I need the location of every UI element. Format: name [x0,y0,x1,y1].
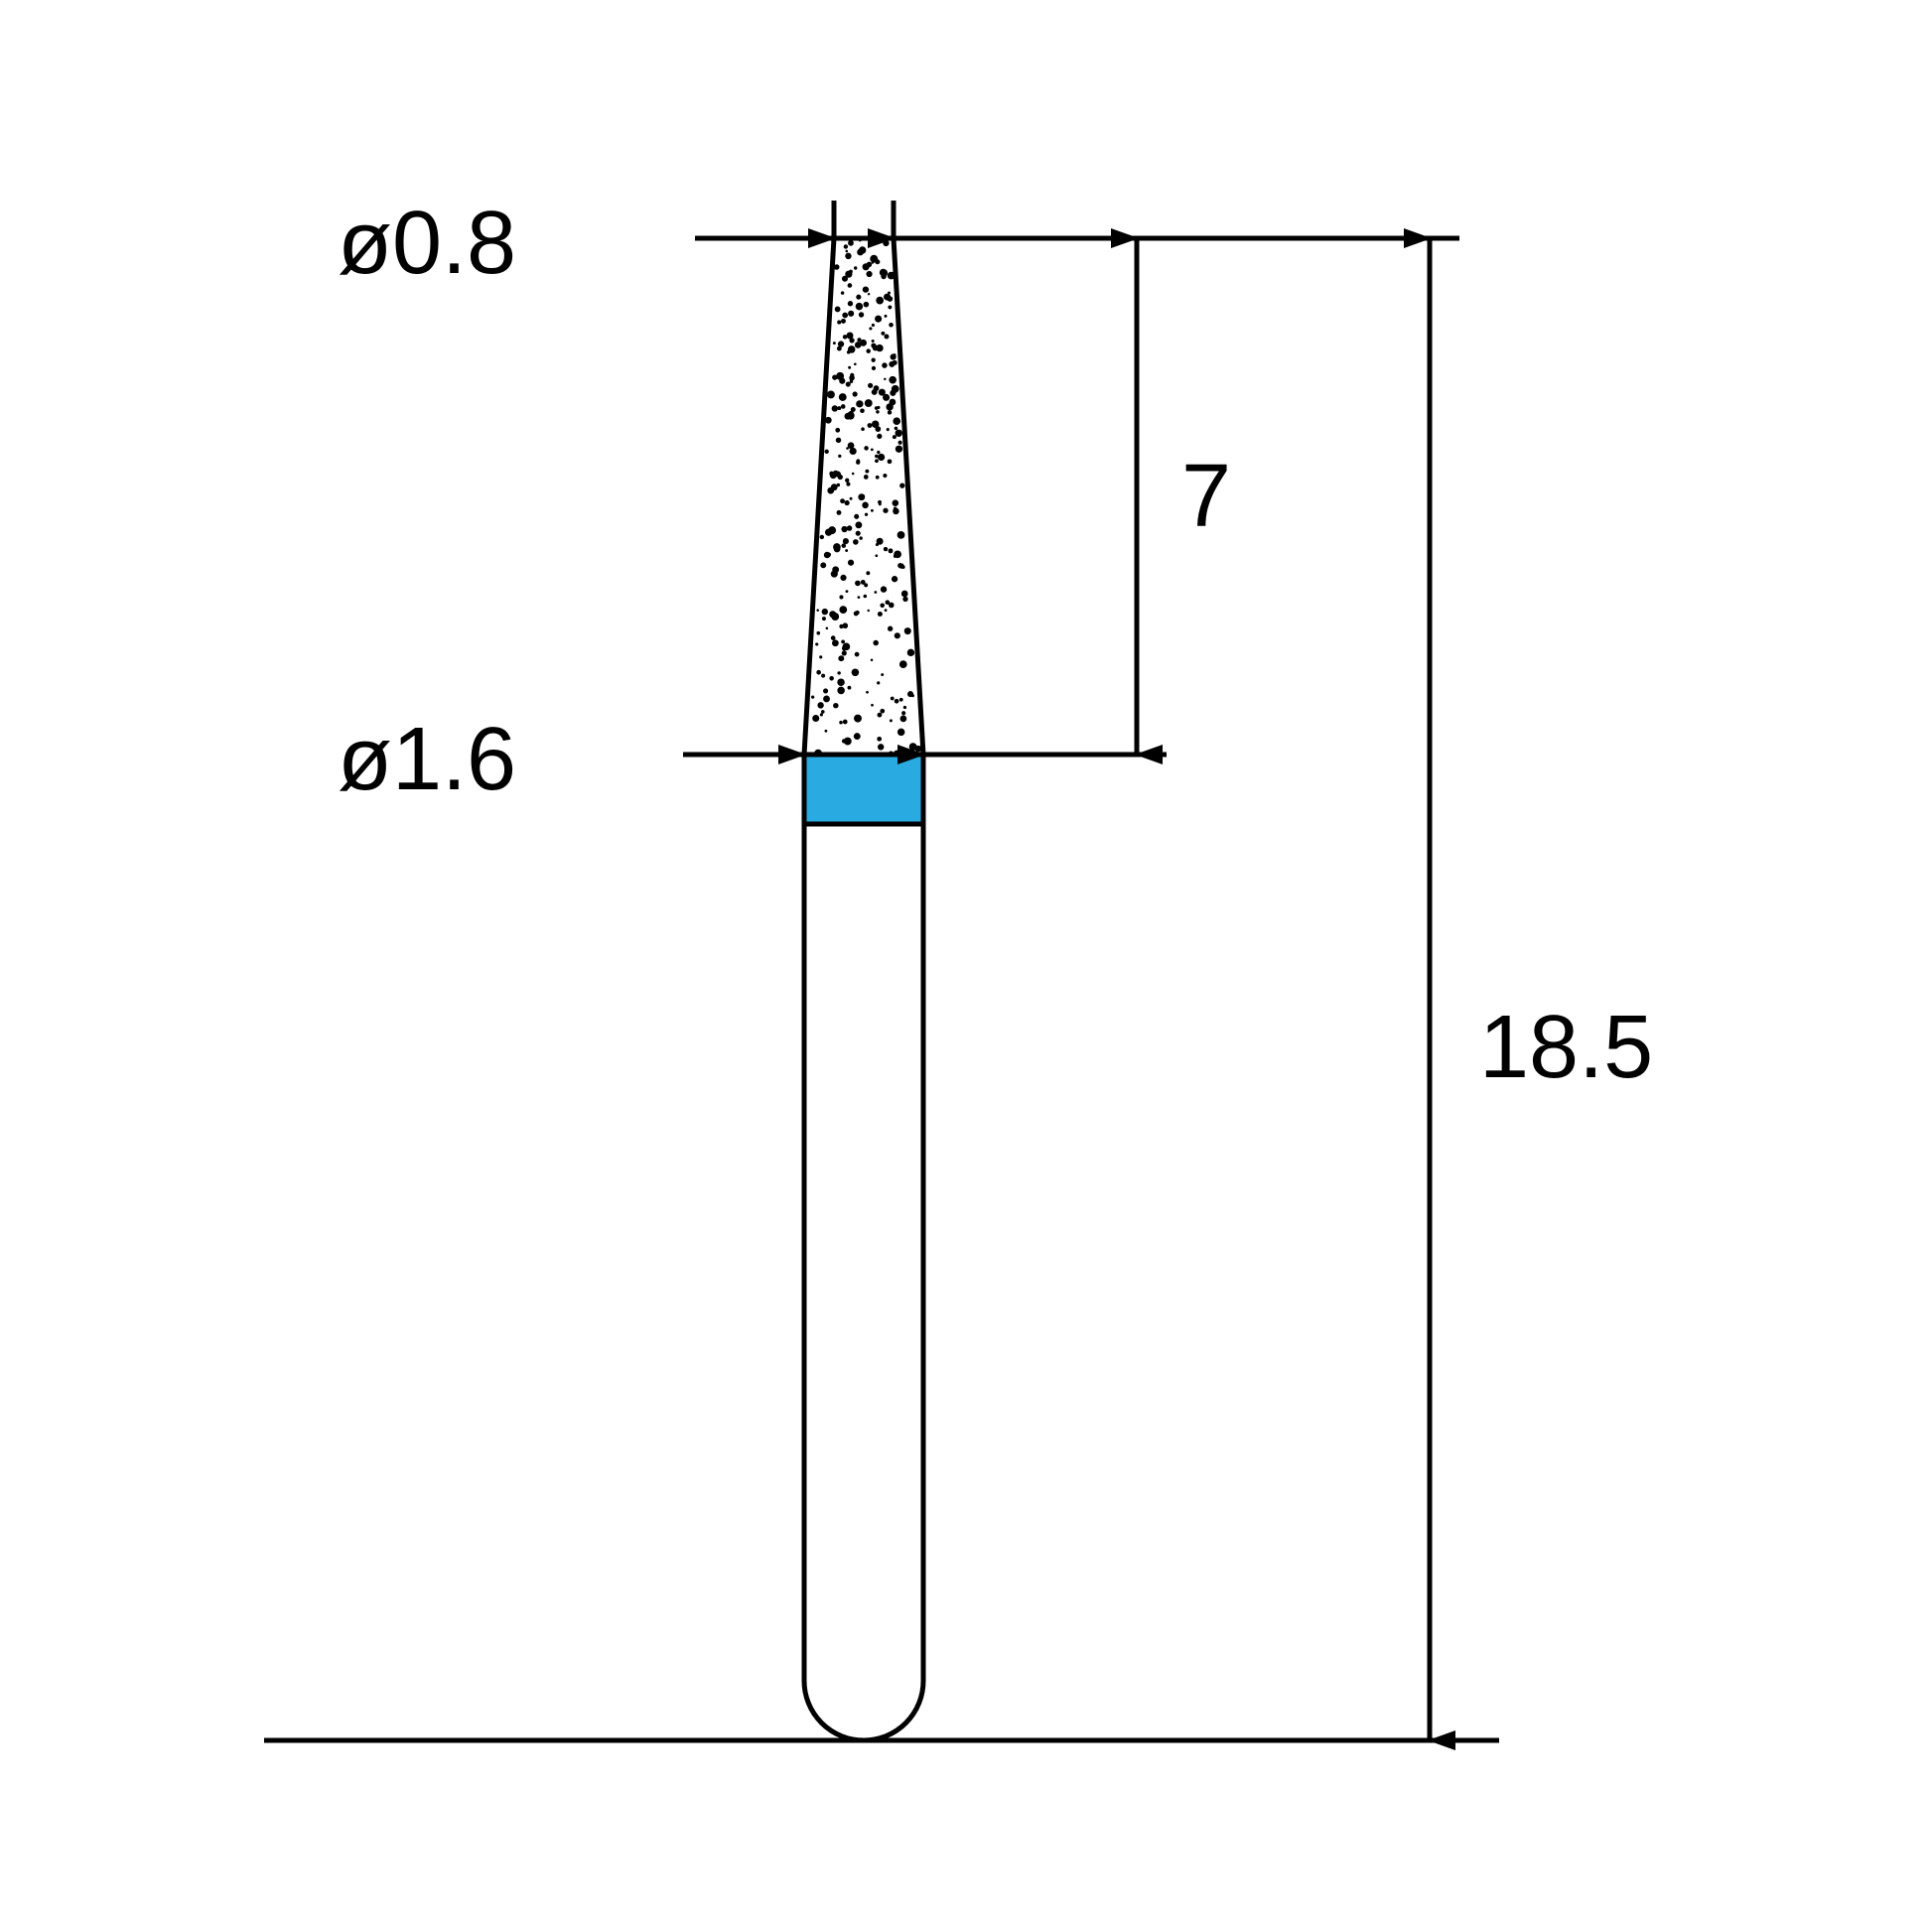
overall-length-text: 18.5 [1479,998,1653,1097]
base-diameter-text: ø1.6 [338,710,516,809]
color-band [804,755,923,824]
top-diameter-text: ø0.8 [338,194,516,293]
shank-body [804,824,923,1740]
cone-length-text: 7 [1181,447,1231,546]
